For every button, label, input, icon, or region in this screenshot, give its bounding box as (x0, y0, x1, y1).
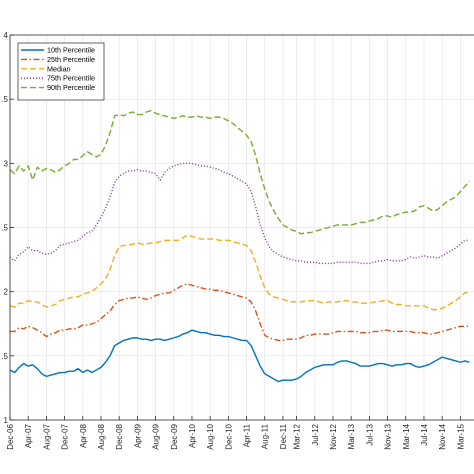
x-tick-label-6: Dec-08 (115, 423, 124, 449)
y-tick-label-5: .5 (1, 95, 8, 104)
legend-label-3: 75th Percentile (47, 74, 95, 83)
axes (9, 34, 474, 421)
x-tick-label-10: Apr-10 (188, 423, 197, 448)
series-line-0 (9, 329, 470, 383)
x-tick-labels: Dec-06 Apr-07 Aug-07 Dec-07 Apr-08 Aug-08 Dec-… (6, 423, 465, 449)
x-tick-label-16: Mar-12 (293, 423, 302, 449)
x-tick-label-3: Dec-07 (61, 423, 70, 449)
x-tick-label-13: Apr-11 (243, 423, 252, 447)
x-tick-label-17: Jul-12 (311, 423, 320, 445)
y-tick-label-4: 3 (4, 159, 9, 168)
legend-box (17, 42, 105, 101)
x-tick-label-2: Aug-07 (42, 423, 51, 449)
x-tick-label-12: Dec-10 (224, 423, 233, 449)
y-tick-label-2: 2 (4, 288, 9, 297)
series-line-3 (9, 162, 470, 265)
legend-label-0: 10th Percentile (47, 46, 95, 55)
x-tick-label-19: Mar-13 (347, 423, 356, 449)
series-lines (9, 110, 470, 383)
series-line-2 (9, 234, 470, 311)
x-tick-label-22: Mar-14 (402, 423, 411, 449)
x-tick-label-5: Aug-08 (97, 423, 106, 449)
series-line-4 (9, 110, 470, 235)
x-tick-label-25: Mar-15 (456, 423, 465, 449)
y-tick-label-6: 4 (4, 31, 9, 40)
x-tick-label-9: Dec-09 (170, 423, 179, 449)
y-tick-labels: 1 .5 2 .5 3 .5 4 (1, 31, 8, 425)
legend-label-4: 90th Percentile (47, 83, 95, 92)
x-tick-label-4: Apr-08 (79, 423, 88, 448)
legend-label-1: 25th Percentile (47, 55, 95, 64)
y-tick-label-1: .5 (1, 352, 8, 361)
x-tick-label-20: Jul-13 (365, 423, 374, 445)
x-tick-label-0: Dec-06 (6, 423, 15, 449)
legend-label-2: Median (47, 64, 71, 73)
x-tick-label-7: Apr-09 (133, 423, 142, 448)
series-line-1 (10, 283, 470, 342)
x-tick-label-15: Dec-11 (279, 423, 288, 449)
x-tick-label-14: Aug-11 (261, 423, 270, 449)
x-tick-label-21: Nov-13 (384, 423, 393, 449)
x-tick-label-1: Apr-07 (24, 423, 33, 448)
x-tick-label-18: Nov-12 (329, 423, 338, 449)
x-tick-label-11: Aug-10 (206, 423, 215, 449)
x-tick-label-24: Nov-14 (438, 423, 447, 449)
y-tick-label-3: .5 (1, 224, 8, 233)
y-tick-label-0: 1 (4, 416, 9, 425)
x-tick-label-23: Jul-14 (420, 423, 429, 445)
x-tick-label-8: Aug-09 (152, 423, 161, 449)
